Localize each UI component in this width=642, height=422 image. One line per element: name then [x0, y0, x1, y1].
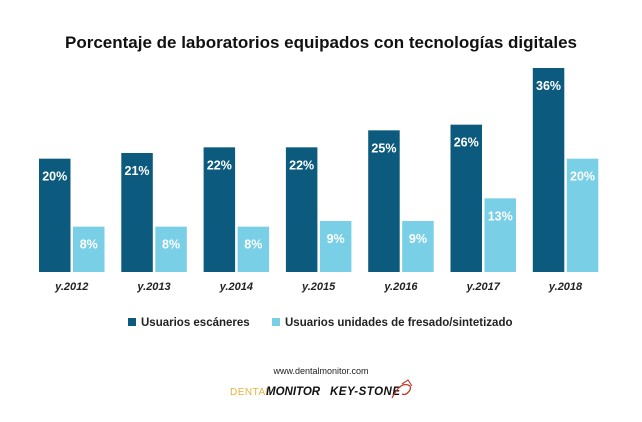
- bar-label-milling-y.2017: 13%: [488, 209, 513, 223]
- logo-dental-text: DENTAL: [230, 387, 272, 398]
- bar-milling-y.2013: [155, 226, 187, 272]
- x-tick-label: y.2013: [136, 281, 170, 293]
- bar-label-scanners-y.2016: 25%: [371, 141, 396, 155]
- bar-label-milling-y.2013: 8%: [162, 238, 180, 252]
- keystone-arch-icon: [401, 379, 413, 387]
- website-text: www.dentalmonitor.com: [272, 366, 368, 376]
- bar-milling-y.2017: [484, 198, 516, 272]
- bar-label-scanners-y.2015: 22%: [289, 158, 314, 172]
- x-tick-label: y.2018: [548, 281, 583, 293]
- logo-keystone-text: KEY-STONE: [330, 386, 401, 398]
- bar-milling-y.2018: [566, 158, 599, 272]
- bar-label-milling-y.2012: 8%: [80, 238, 98, 252]
- legend-swatch-scanners: [128, 318, 136, 326]
- bar-label-milling-y.2015: 9%: [327, 232, 345, 246]
- bar-label-scanners-y.2018: 36%: [536, 79, 561, 93]
- bar-scanners-y.2017: [450, 124, 482, 273]
- legend: Usuarios escáneres Usuarios unidades de …: [128, 317, 513, 329]
- bar-scanners-y.2012: [39, 158, 71, 272]
- keystone-swirl-icon: [391, 383, 412, 399]
- bar-milling-y.2015: [319, 221, 352, 272]
- bar-label-scanners-y.2012: 20%: [42, 170, 67, 184]
- bars-group: 20% 8% 21% 8% 22% 8% 22% 9% 25% 9% 26% 13% 36% 20%: [39, 68, 599, 273]
- bar-scanners-y.2018: [532, 68, 565, 272]
- bar-label-scanners-y.2013: 21%: [125, 164, 150, 178]
- logo-monitor-text: MONITOR: [266, 386, 321, 398]
- x-tick-label: y.2012: [54, 281, 88, 293]
- x-tick-label: y.2016: [383, 281, 418, 293]
- bar-label-scanners-y.2017: 26%: [454, 136, 479, 150]
- legend-label-milling: Usuarios unidades de fresado/sintetizado: [285, 317, 513, 329]
- bar-milling-y.2014: [237, 226, 270, 272]
- legend-label-scanners: Usuarios escáneres: [141, 317, 250, 329]
- x-axis-ticks: y.2012 y.2013 y.2014 y.2015 y.2016 y.2017 y.20…: [54, 281, 583, 293]
- bar-scanners-y.2015: [285, 147, 318, 272]
- bar-milling-y.2012: [73, 226, 105, 272]
- bar-label-milling-y.2018: 20%: [570, 170, 595, 184]
- bar-label-milling-y.2016: 9%: [409, 232, 427, 246]
- dental-monitor-logo: DENTAL MONITOR: [230, 386, 321, 398]
- bar-scanners-y.2016: [368, 130, 400, 272]
- bar-label-scanners-y.2014: 22%: [207, 158, 232, 172]
- keystone-logo: KEY-STONE: [330, 379, 413, 399]
- legend-swatch-milling: [272, 318, 280, 326]
- chart-title: Porcentaje de laboratorios equipados con…: [65, 33, 577, 52]
- bar-scanners-y.2013: [121, 153, 153, 272]
- bar-scanners-y.2014: [203, 147, 236, 272]
- bar-milling-y.2016: [402, 221, 434, 272]
- bar-label-milling-y.2014: 8%: [244, 238, 262, 252]
- x-tick-label: y.2015: [301, 281, 336, 293]
- x-tick-label: y.2017: [466, 281, 501, 293]
- x-tick-label: y.2014: [219, 281, 253, 293]
